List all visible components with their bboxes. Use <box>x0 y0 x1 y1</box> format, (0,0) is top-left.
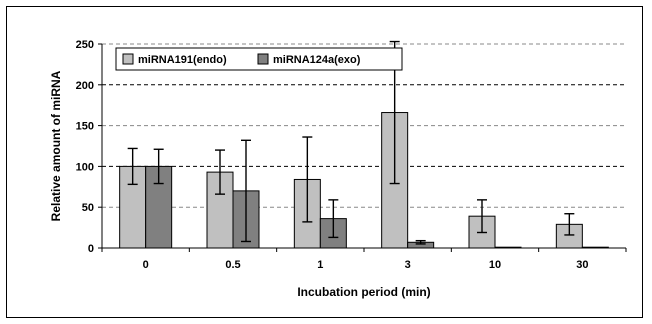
y-tick-label-150: 150 <box>76 121 94 133</box>
chart-frame <box>6 6 643 318</box>
gridlines <box>102 43 626 208</box>
legend-label-exo: miRNA124a(exo) <box>273 54 361 66</box>
y-tick-labels: 0 50 100 150 200 250 <box>76 39 94 255</box>
legend: miRNA191(endo) miRNA124a(exo) <box>115 47 403 71</box>
x-tick-label-0.5: 0.5 <box>225 259 240 271</box>
x-tick-labels: 0 0.5 1 3 10 30 <box>143 259 589 271</box>
bars <box>119 112 609 249</box>
x-tick-label-30: 30 <box>576 259 588 271</box>
y-axis-title: Relative amount of miRNA <box>49 70 63 221</box>
error-bars <box>127 40 575 245</box>
x-tick-label-10: 10 <box>489 259 501 271</box>
legend-swatch-exo <box>257 53 269 65</box>
y-tick-label-50: 50 <box>82 202 94 214</box>
x-tick-label-3: 3 <box>405 259 411 271</box>
legend-label-endo: miRNA191(endo) <box>138 54 227 66</box>
x-tick-label-1: 1 <box>317 259 323 271</box>
axes <box>98 43 627 252</box>
x-axis-title: Incubation period (min) <box>297 285 430 299</box>
x-tick-label-0: 0 <box>143 259 149 271</box>
y-tick-label-100: 100 <box>76 161 94 173</box>
y-tick-label-250: 250 <box>76 39 94 51</box>
y-tick-label-200: 200 <box>76 80 94 92</box>
legend-swatch-endo <box>122 53 134 65</box>
y-tick-label-0: 0 <box>88 243 94 255</box>
